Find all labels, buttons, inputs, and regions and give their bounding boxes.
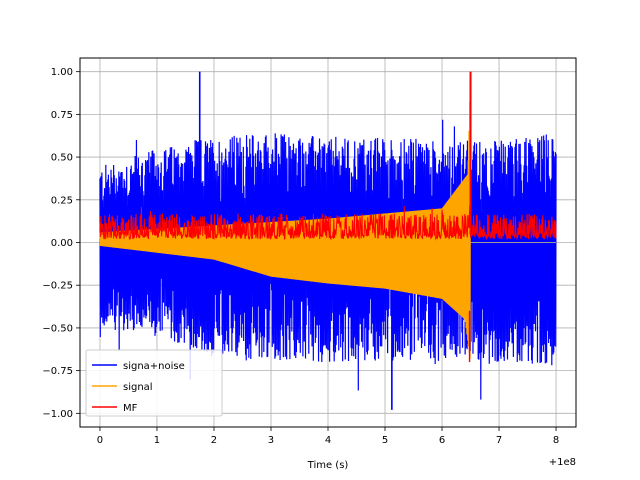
legend: signa+noise signal MF <box>85 349 223 417</box>
ticks: 0 1 2 3 4 5 6 7 8 −1.00 −0.75 −0.50 −0.25 0.00 0.25 0.5… <box>42 67 559 446</box>
legend-label-signa-noise: signa+noise <box>123 361 185 372</box>
y-tick-label: −1.00 <box>42 409 73 420</box>
x-tick-label: 2 <box>211 435 217 446</box>
x-axis-label: Time (s) <box>307 460 349 471</box>
y-tick-label: 0.75 <box>51 110 73 121</box>
legend-label-signal: signal <box>123 382 153 393</box>
legend-box <box>85 349 223 417</box>
y-tick-label: −0.50 <box>42 323 73 334</box>
x-tick-label: 4 <box>325 435 331 446</box>
x-tick-label: 6 <box>439 435 445 446</box>
series-signa-noise-line <box>99 119 557 400</box>
y-tick-label: −0.75 <box>42 366 73 377</box>
y-tick-label: 0.00 <box>51 238 73 249</box>
x-axis-offset: +1e8 <box>549 457 576 468</box>
x-tick-label: 7 <box>496 435 502 446</box>
y-tick-label: −0.25 <box>42 281 73 292</box>
x-tick-label: 1 <box>154 435 160 446</box>
y-tick-label: 1.00 <box>51 67 73 78</box>
series-layer <box>99 71 557 410</box>
y-tick-label: 0.25 <box>51 195 73 206</box>
series-mf-line <box>99 205 557 241</box>
x-tick-label: 3 <box>268 435 274 446</box>
y-tick-label: 0.50 <box>51 153 73 164</box>
x-tick-label: 8 <box>553 435 559 446</box>
x-tick-label: 0 <box>97 435 103 446</box>
x-tick-label: 5 <box>382 435 388 446</box>
legend-label-mf: MF <box>123 403 138 414</box>
